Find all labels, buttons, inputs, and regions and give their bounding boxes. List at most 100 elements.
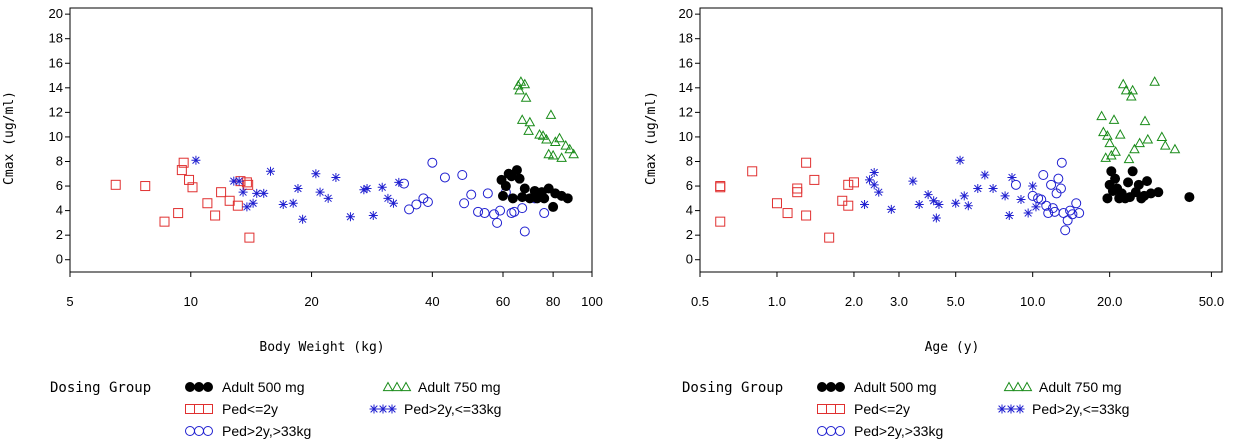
data-point [908,176,918,186]
legend-symbol-adult500 [835,382,845,392]
data-point [1074,208,1085,219]
legend-symbol-pedLe33 [1006,404,1016,414]
plot-frame [69,7,593,273]
data-point [489,209,500,220]
data-point [545,109,557,119]
data-point [248,198,258,208]
y-tick-label: 12 [49,104,63,119]
legend-symbol-pedLe2 [826,404,836,414]
legend-title: Dosing Group [50,380,151,396]
legend-symbol-pedLe33 [369,404,379,414]
x-tick-label: 50.0 [1199,294,1224,309]
series-pedLe33 [860,155,1041,223]
legend-symbol-adult750 [400,381,412,392]
y-tick-label: 2 [686,227,693,242]
data-point [517,203,528,214]
data-point [482,188,493,199]
data-point [388,198,398,208]
x-tick-label: 80 [546,294,560,309]
data-point [457,169,468,180]
x-tick-label: 20.0 [1097,294,1122,309]
data-point [1036,194,1047,205]
chart-age: Age (y) Cmax (ug/ml) 0 2 4 6 8 10 12 14 16 18 20 0.… [644,6,1224,355]
series-adult500 [496,165,573,212]
data-point [377,182,387,192]
legend-symbol-pedLe33 [997,404,1007,414]
data-point [439,172,450,183]
data-point [1110,146,1121,156]
legend-symbol-adult500 [185,382,195,392]
data-point [869,168,879,178]
y-axis-label: Cmax (ug/ml) [644,91,659,185]
data-point [473,206,484,217]
data-point [265,166,275,176]
series-adult750 [1096,76,1181,164]
y-tick-label: 16 [679,55,693,70]
data-point [792,187,803,198]
data-point [187,182,198,193]
data-point [1010,179,1021,190]
data-point [548,201,559,212]
data-point [1114,128,1126,139]
data-point [562,193,573,204]
data-point [479,208,490,219]
data-point [1062,215,1073,226]
data-point [564,143,576,154]
data-point [1098,126,1109,137]
data-point [568,148,579,159]
x-axis-label: Body Weight (kg) [259,340,384,355]
y-tick-label: 14 [49,80,63,95]
data-point [1031,202,1041,212]
legend-symbol-adult750 [1021,381,1033,392]
data-point [931,213,941,223]
data-point [404,204,415,215]
data-point [515,76,527,86]
legend-label-pedGt33: Ped>2y,>33kg [222,423,311,439]
data-point [1123,153,1135,164]
data-point [1067,209,1078,220]
data-point [1055,183,1066,194]
data-point [1016,195,1026,205]
x-tick-label: 60 [496,294,510,309]
data-point [980,170,990,180]
data-point [362,184,372,194]
data-point [399,178,410,189]
data-point [509,206,520,217]
legend-symbol-pedLe2 [185,404,195,414]
data-point [1184,192,1195,203]
y-tick-label: 0 [686,252,693,267]
series-adult750 [512,76,579,162]
data-point [278,199,288,209]
data-point [224,195,235,206]
data-point [232,200,243,211]
data-point [929,196,939,206]
legend-symbol-pedLe33 [378,404,388,414]
legend-symbol-pedLe2 [194,404,204,414]
data-point [459,198,470,209]
y-axis-label: Cmax (ug/ml) [2,91,17,185]
data-point [368,211,378,221]
series-pedLe2 [110,157,255,243]
legend-symbol-adult500 [194,382,204,392]
data-point [514,173,525,184]
data-point [539,208,550,219]
data-point [191,155,201,165]
data-point [864,175,874,185]
data-point [383,193,393,203]
data-point [988,184,998,194]
data-point [1102,193,1113,204]
legend-right: Dosing Group Adult 500 mg Adult 750 mg P… [682,379,1129,439]
data-point [869,180,879,190]
plot-frame [699,7,1223,273]
legend-symbol-pedGt33 [817,426,827,436]
legend-label-adult750: Adult 750 mg [1039,379,1122,395]
legend-symbol-pedLe2 [835,404,845,414]
data-point [923,190,933,200]
data-point [1038,169,1049,180]
data-point [259,188,269,198]
data-point [1104,137,1116,148]
legend-label-adult750: Adult 750 mg [418,379,501,395]
data-point [243,179,254,190]
data-point [1129,143,1140,154]
data-point [1139,115,1151,126]
